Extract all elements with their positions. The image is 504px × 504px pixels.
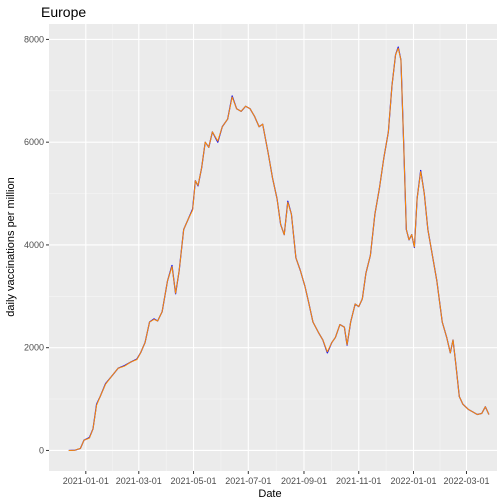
plot-panel [49, 24, 497, 471]
x-tick-label: 2021-01-01 [63, 476, 109, 486]
series-layer [68, 46, 490, 452]
y-tick-label: 2000 [24, 343, 44, 353]
x-axis: 2021-01-01 2021-03-01 2021-05-01 2021-07-01… [63, 471, 489, 486]
grid-major [49, 24, 497, 471]
x-tick-label: 2021-05-01 [171, 476, 217, 486]
x-tick-label: 2021-07-01 [225, 476, 271, 486]
y-tick-label: 6000 [24, 137, 44, 147]
y-axis: 0 2000 4000 6000 8000 [24, 34, 49, 455]
y-axis-title: daily vaccinations per million [5, 177, 17, 316]
chart-title: Europe [41, 4, 86, 20]
x-axis-title: Date [258, 488, 281, 500]
grid-minor [49, 24, 497, 471]
series-line-2 [68, 47, 490, 451]
y-tick-label: 4000 [24, 240, 44, 250]
x-tick-label: 2021-03-01 [116, 476, 162, 486]
x-tick-label: 2021-09-01 [281, 476, 327, 486]
y-tick-label: 8000 [24, 34, 44, 44]
y-tick-label: 0 [39, 445, 44, 455]
x-tick-label: 2021-11-01 [336, 476, 381, 486]
x-tick-label: 2022-03-01 [443, 476, 489, 486]
x-tick-label: 2022-01-01 [390, 476, 436, 486]
